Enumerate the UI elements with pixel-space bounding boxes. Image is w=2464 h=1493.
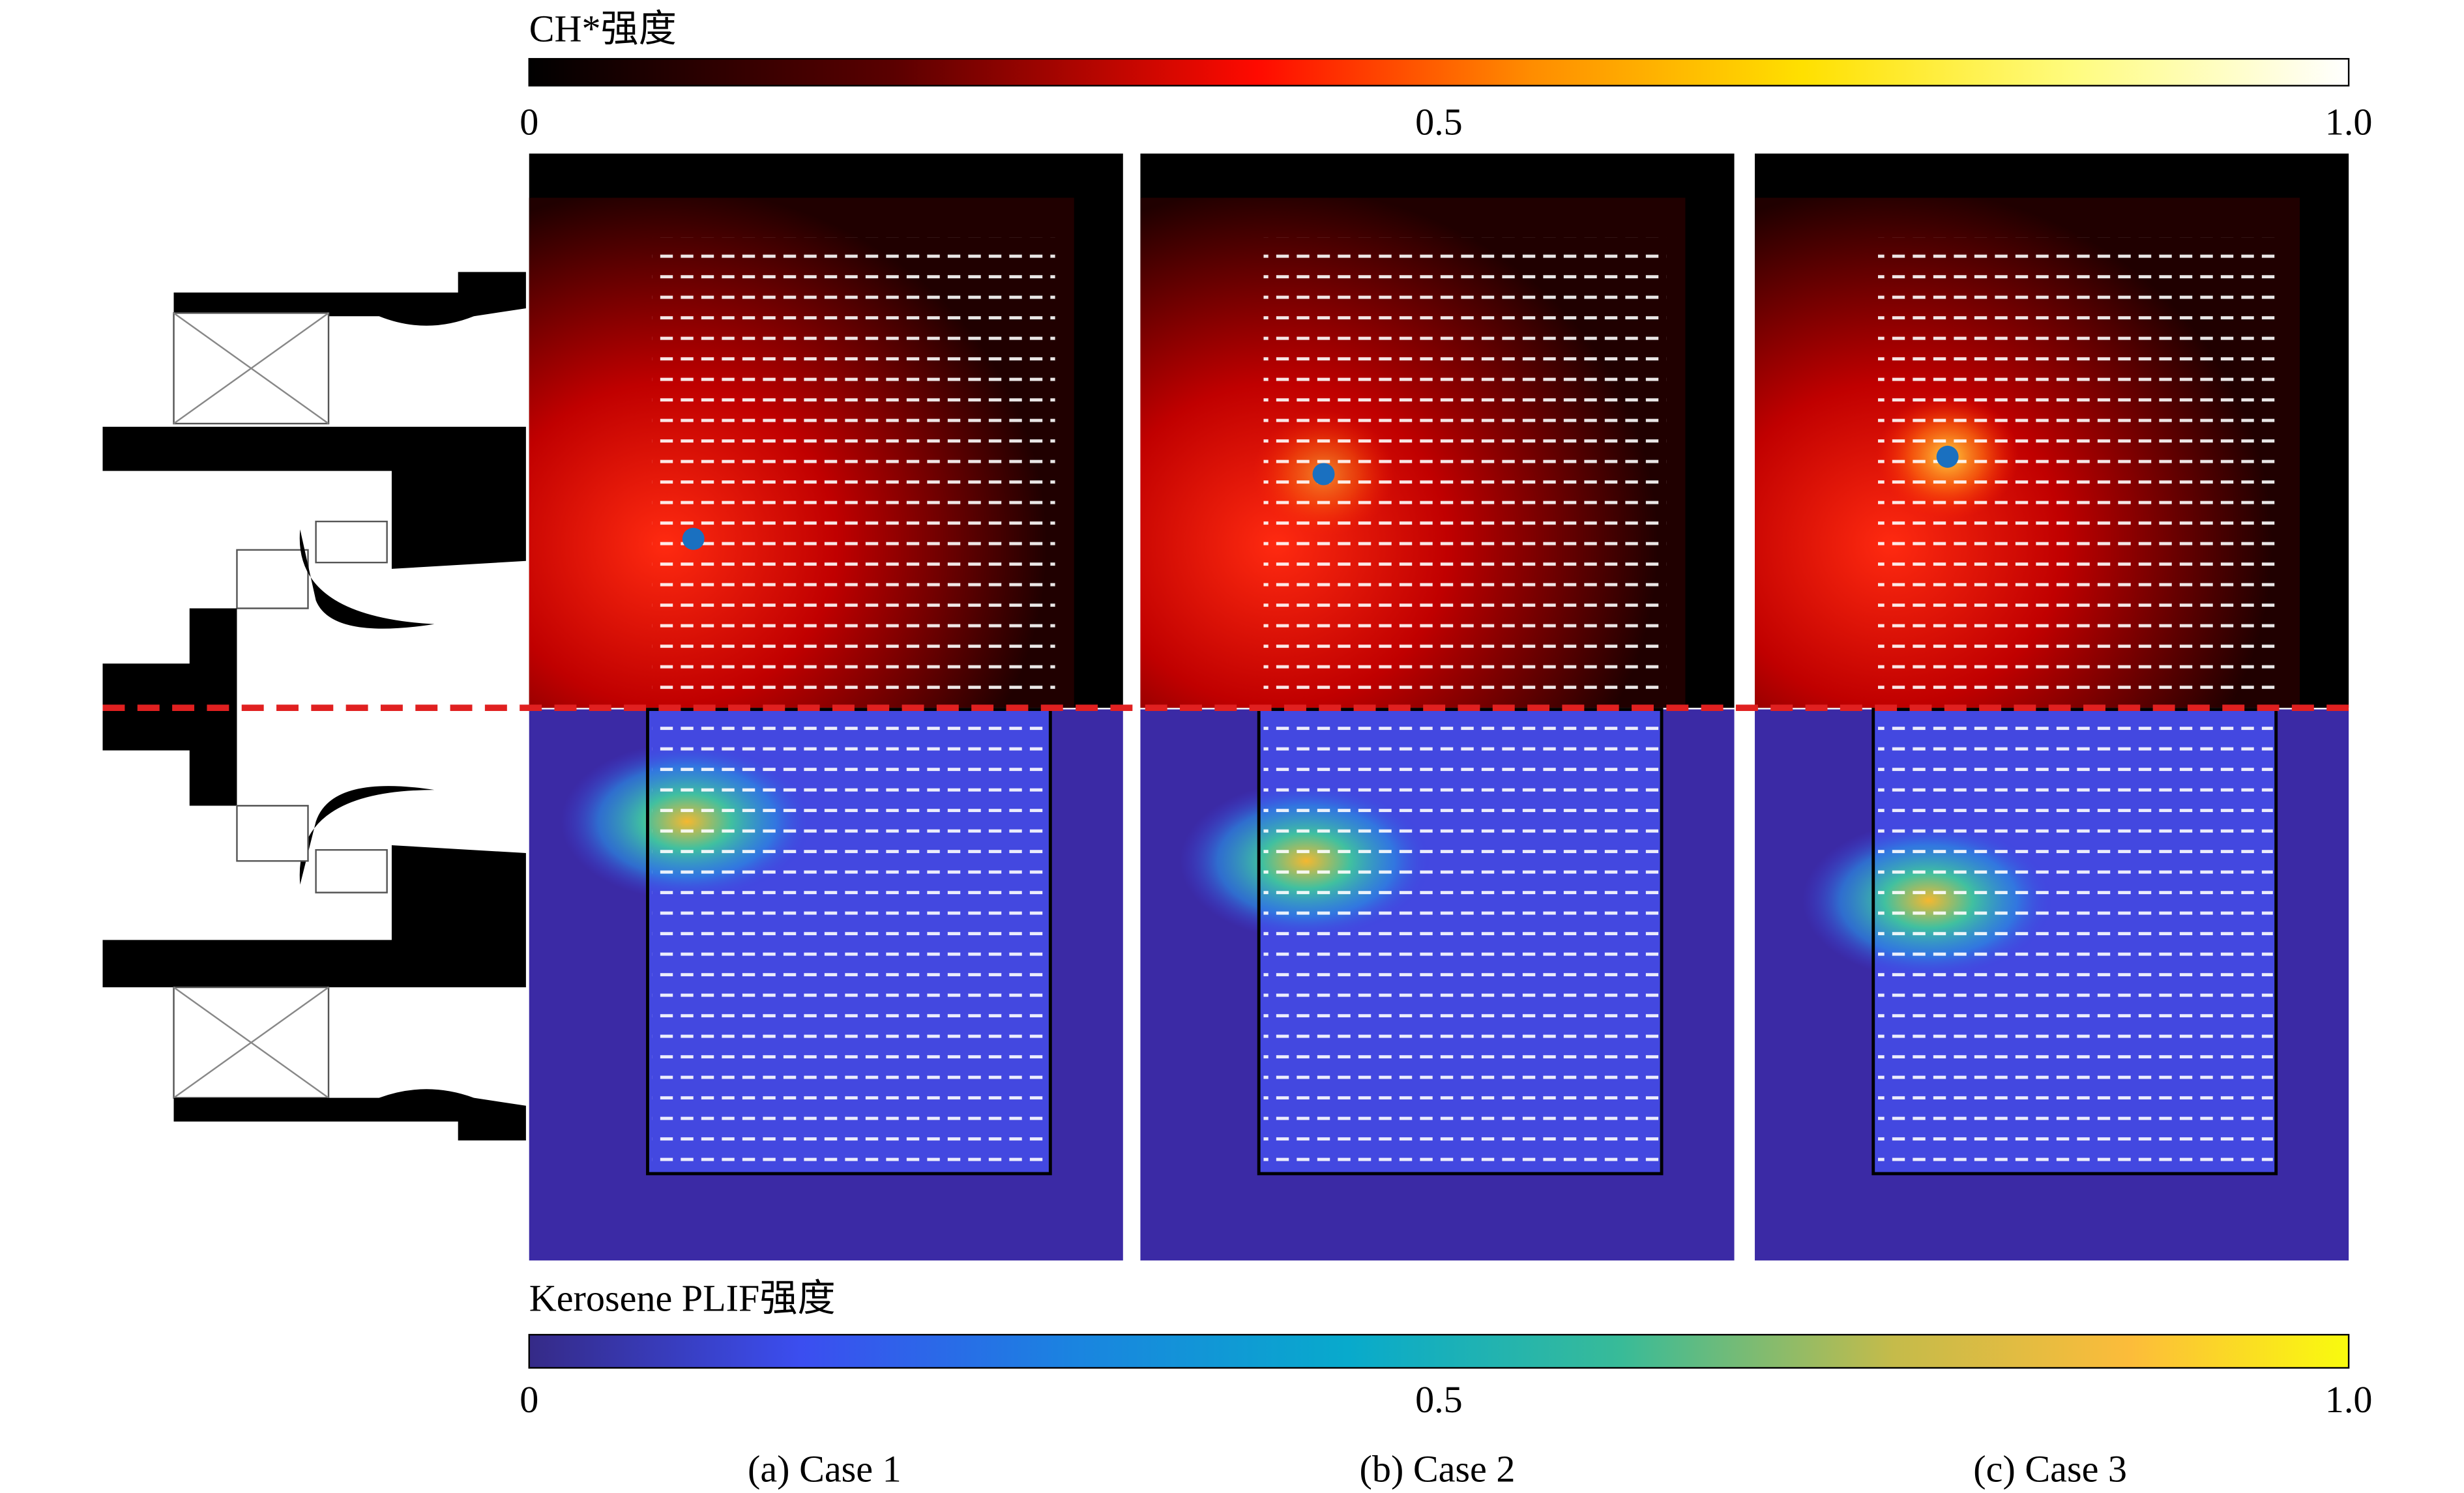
combustor-schematic <box>102 272 526 1141</box>
velocity-vectors <box>652 237 1055 695</box>
case-label: (b) Case 2 <box>1360 1447 1516 1490</box>
panels <box>529 153 2349 1261</box>
colorbar-tick-label: 0.5 <box>1415 1378 1463 1421</box>
colorbar-tick-label: 0 <box>520 1378 538 1421</box>
colorbar-tick-label: 1.0 <box>2325 101 2373 143</box>
marker-dot <box>682 527 705 550</box>
colorbar-title: Kerosene PLIF强度 <box>529 1277 836 1320</box>
colorbar <box>528 1333 2350 1369</box>
colorbar-title: CH*强度 <box>529 8 677 50</box>
colorbar-tick-label: 0 <box>520 101 538 143</box>
case-label: (c) Case 3 <box>1973 1447 2127 1490</box>
velocity-vectors <box>1878 237 2281 695</box>
colorbar-tick-label: 1.0 <box>2325 1378 2373 1421</box>
velocity-vectors <box>1263 719 1659 1169</box>
colorbar <box>528 58 2350 87</box>
velocity-vectors <box>652 719 1048 1169</box>
colorbar-tick-label: 0.5 <box>1415 101 1463 143</box>
marker-dot <box>1936 445 1959 468</box>
marker-dot <box>1312 463 1335 486</box>
domain-outline <box>1871 708 2278 1176</box>
velocity-vectors <box>1878 719 2273 1169</box>
case-label: (a) Case 1 <box>748 1447 902 1490</box>
